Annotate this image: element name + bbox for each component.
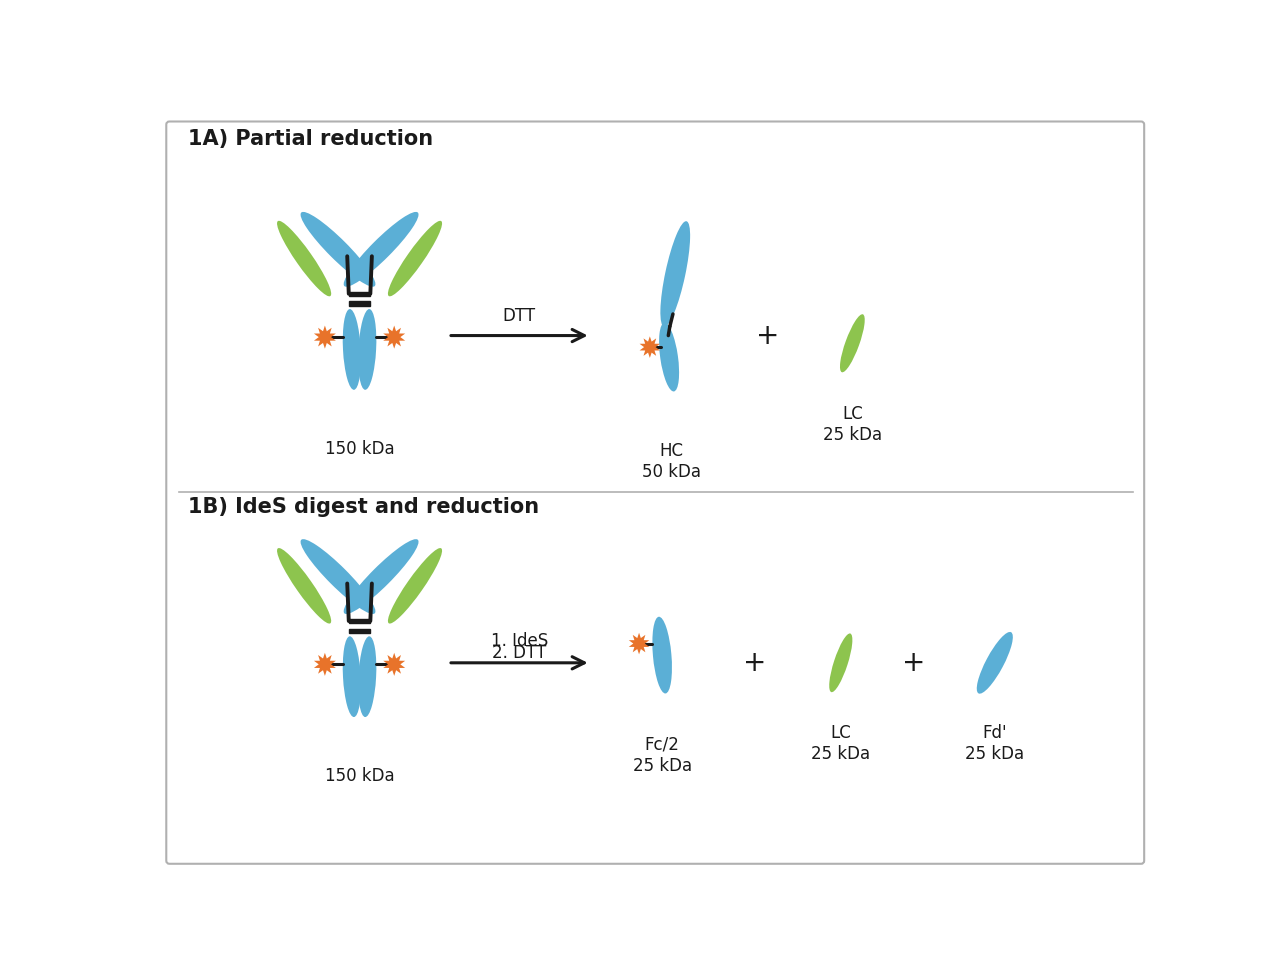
Ellipse shape: [344, 212, 419, 286]
Text: Fc/2
25 kDa: Fc/2 25 kDa: [632, 736, 691, 774]
Bar: [348, 618, 370, 623]
Ellipse shape: [344, 540, 419, 614]
Ellipse shape: [659, 322, 680, 392]
Polygon shape: [383, 653, 406, 676]
Ellipse shape: [388, 548, 442, 623]
Ellipse shape: [276, 221, 332, 296]
Text: 1. IdeS: 1. IdeS: [490, 632, 548, 651]
Ellipse shape: [343, 636, 361, 717]
Ellipse shape: [660, 221, 690, 326]
Ellipse shape: [358, 309, 376, 390]
Text: 1B) IdeS digest and reduction: 1B) IdeS digest and reduction: [188, 498, 539, 517]
FancyBboxPatch shape: [166, 122, 1144, 864]
Ellipse shape: [388, 221, 442, 296]
Bar: [348, 301, 370, 306]
Text: DTT: DTT: [503, 307, 536, 324]
Text: 2. DTT: 2. DTT: [493, 644, 547, 662]
Ellipse shape: [840, 315, 865, 372]
Ellipse shape: [301, 540, 375, 614]
Ellipse shape: [276, 548, 332, 623]
Ellipse shape: [829, 633, 852, 693]
Ellipse shape: [653, 617, 672, 693]
Bar: [348, 628, 370, 633]
Polygon shape: [383, 325, 406, 349]
Bar: [348, 291, 370, 296]
Polygon shape: [640, 336, 660, 357]
Text: 150 kDa: 150 kDa: [325, 439, 394, 458]
Text: Fd'
25 kDa: Fd' 25 kDa: [965, 725, 1024, 764]
Text: 1A) Partial reduction: 1A) Partial reduction: [188, 130, 433, 149]
Text: LC
25 kDa: LC 25 kDa: [823, 405, 882, 444]
Ellipse shape: [977, 632, 1012, 693]
Text: +: +: [902, 649, 925, 677]
Polygon shape: [314, 325, 335, 349]
Ellipse shape: [343, 309, 361, 390]
Text: +: +: [756, 321, 780, 350]
Text: +: +: [742, 649, 767, 677]
Text: 150 kDa: 150 kDa: [325, 767, 394, 785]
Polygon shape: [314, 653, 335, 676]
Text: HC
50 kDa: HC 50 kDa: [641, 442, 701, 480]
Ellipse shape: [358, 636, 376, 717]
Text: LC
25 kDa: LC 25 kDa: [812, 725, 870, 764]
Ellipse shape: [301, 212, 375, 286]
Polygon shape: [628, 633, 649, 655]
